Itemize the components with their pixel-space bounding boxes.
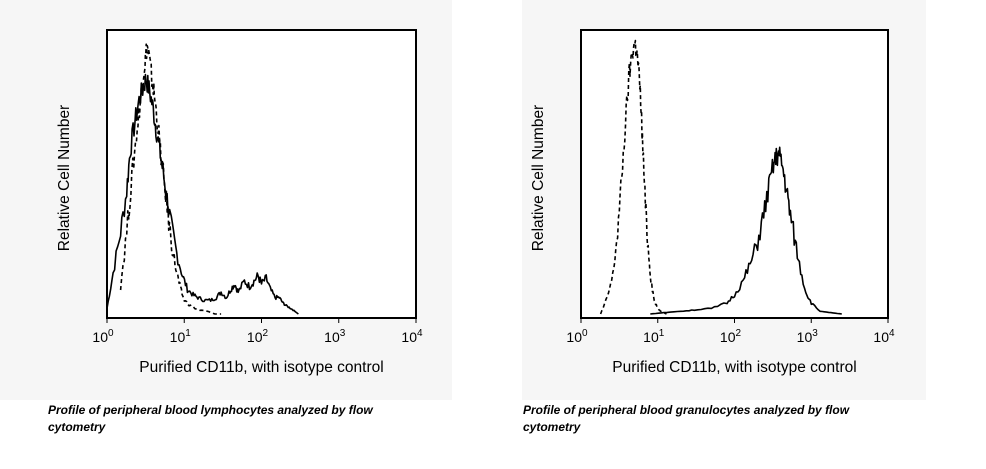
isotype-control-line [599,39,667,315]
x-tick-label: 104 [873,328,895,345]
plot-frame [106,29,417,319]
isotype-control-line [119,43,222,315]
x-tick-label: 102 [247,328,269,345]
y-axis-label: Relative Cell Number [56,105,73,251]
x-tick-label: 103 [324,328,346,345]
histogram-lymphocytes: 100 101 102 103 104 Purified CD11b, with isot… [56,29,423,376]
chart-panel-lymphocytes: 100 101 102 103 104 Purified CD11b, with isot… [0,0,452,400]
caption-lymphocytes: Profile of peripheral blood lymphocytes … [48,403,373,434]
x-tick-label: 103 [797,328,819,345]
chart-panel-granulocytes: 100 101 102 103 104 Purified CD11b, with isot… [522,0,926,400]
plot-frame [580,29,889,319]
x-tick-label: 101 [170,328,192,345]
x-tick-label: 100 [92,328,114,345]
x-tick-label: 100 [566,328,588,345]
x-axis-label: Purified CD11b, with isotype control [139,359,383,376]
x-axis-label: Purified CD11b, with isotype control [612,359,856,376]
y-axis-label: Relative Cell Number [530,105,547,251]
x-tick-label: 104 [401,328,423,345]
x-tick-label: 102 [720,328,742,345]
cd11b-line [106,73,299,315]
cd11b-line [650,146,842,315]
caption-granulocytes: Profile of peripheral blood granulocytes… [523,403,850,434]
histogram-granulocytes: 100 101 102 103 104 Purified CD11b, with isot… [530,29,895,376]
x-tick-label: 101 [643,328,665,345]
